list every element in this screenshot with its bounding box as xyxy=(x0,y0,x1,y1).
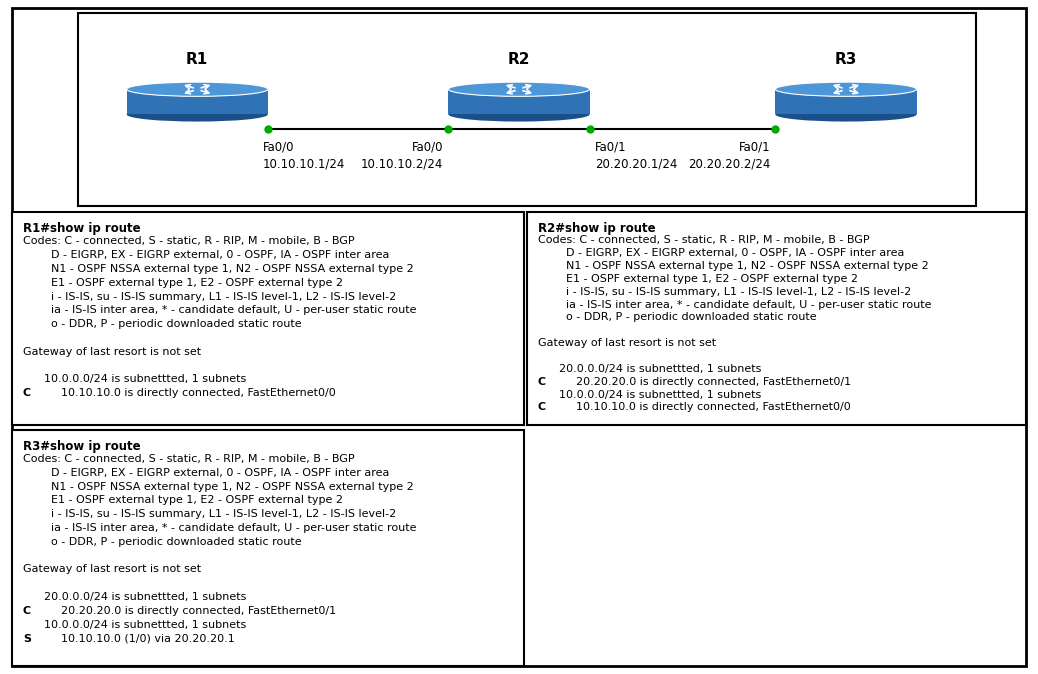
Text: E1 - OSPF external type 1, E2 - OSPF external type 2: E1 - OSPF external type 1, E2 - OSPF ext… xyxy=(23,495,343,506)
Text: Codes: C - connected, S - static, R - RIP, M - mobile, B - BGP: Codes: C - connected, S - static, R - RI… xyxy=(538,235,869,245)
Text: 20.20.20.0 is directly connected, FastEthernet0/1: 20.20.20.0 is directly connected, FastEt… xyxy=(548,377,851,387)
Text: D - EIGRP, EX - EIGRP external, 0 - OSPF, IA - OSPF inter area: D - EIGRP, EX - EIGRP external, 0 - OSPF… xyxy=(23,468,389,478)
Text: ia - IS-IS inter area, * - candidate default, U - per-user static route: ia - IS-IS inter area, * - candidate def… xyxy=(538,299,931,309)
Ellipse shape xyxy=(127,82,268,96)
Ellipse shape xyxy=(448,107,590,121)
Text: C: C xyxy=(23,388,31,398)
Text: 20.20.20.1/24: 20.20.20.1/24 xyxy=(595,157,677,170)
Text: o - DDR, P - periodic downloaded static route: o - DDR, P - periodic downloaded static … xyxy=(538,313,816,322)
Text: 10.10.10.2/24: 10.10.10.2/24 xyxy=(361,157,443,170)
Text: 20.20.20.2/24: 20.20.20.2/24 xyxy=(688,157,770,170)
Text: Fa0/1: Fa0/1 xyxy=(595,141,626,154)
Text: 10.0.0.0/24 is subnettted, 1 subnets: 10.0.0.0/24 is subnettted, 1 subnets xyxy=(538,390,761,400)
Text: i - IS-IS, su - IS-IS summary, L1 - IS-IS level-1, L2 - IS-IS level-2: i - IS-IS, su - IS-IS summary, L1 - IS-I… xyxy=(538,286,911,297)
Text: R3#show ip route: R3#show ip route xyxy=(23,440,140,453)
Text: C: C xyxy=(538,402,546,412)
Text: 10.0.0.0/24 is subnettted, 1 subnets: 10.0.0.0/24 is subnettted, 1 subnets xyxy=(23,620,246,630)
Text: 10.10.10.0 is directly connected, FastEthernet0/0: 10.10.10.0 is directly connected, FastEt… xyxy=(33,388,336,398)
Text: ia - IS-IS inter area, * - candidate default, U - per-user static route: ia - IS-IS inter area, * - candidate def… xyxy=(23,523,416,533)
Bar xyxy=(448,89,590,115)
Bar xyxy=(527,212,1026,425)
Text: 20.0.0.0/24 is subnettted, 1 subnets: 20.0.0.0/24 is subnettted, 1 subnets xyxy=(23,592,246,602)
Text: o - DDR, P - periodic downloaded static route: o - DDR, P - periodic downloaded static … xyxy=(23,537,301,547)
Bar xyxy=(127,89,268,115)
Bar xyxy=(775,89,917,115)
Text: ia - IS-IS inter area, * - candidate default, U - per-user static route: ia - IS-IS inter area, * - candidate def… xyxy=(23,305,416,315)
Text: Gateway of last resort is not set: Gateway of last resort is not set xyxy=(538,338,716,348)
Text: D - EIGRP, EX - EIGRP external, 0 - OSPF, IA - OSPF inter area: D - EIGRP, EX - EIGRP external, 0 - OSPF… xyxy=(23,250,389,260)
Bar xyxy=(12,430,524,666)
Text: R2: R2 xyxy=(508,51,530,67)
Text: i - IS-IS, su - IS-IS summary, L1 - IS-IS level-1, L2 - IS-IS level-2: i - IS-IS, su - IS-IS summary, L1 - IS-I… xyxy=(23,291,397,301)
Text: Gateway of last resort is not set: Gateway of last resort is not set xyxy=(23,565,201,574)
Bar xyxy=(78,13,976,206)
Ellipse shape xyxy=(448,82,590,96)
Text: R3: R3 xyxy=(835,51,857,67)
Text: N1 - OSPF NSSA external type 1, N2 - OSPF NSSA external type 2: N1 - OSPF NSSA external type 1, N2 - OSP… xyxy=(23,264,413,274)
Text: 20.20.20.0 is directly connected, FastEthernet0/1: 20.20.20.0 is directly connected, FastEt… xyxy=(33,606,336,616)
Text: R1: R1 xyxy=(186,51,209,67)
Text: i - IS-IS, su - IS-IS summary, L1 - IS-IS level-1, L2 - IS-IS level-2: i - IS-IS, su - IS-IS summary, L1 - IS-I… xyxy=(23,510,397,519)
Text: Fa0/1: Fa0/1 xyxy=(739,141,770,154)
Bar xyxy=(12,212,524,425)
Text: 10.10.10.1/24: 10.10.10.1/24 xyxy=(263,157,345,170)
Text: E1 - OSPF external type 1, E2 - OSPF external type 2: E1 - OSPF external type 1, E2 - OSPF ext… xyxy=(23,278,343,288)
Ellipse shape xyxy=(775,107,917,121)
Text: C: C xyxy=(23,606,31,616)
Text: 10.10.10.0 is directly connected, FastEthernet0/0: 10.10.10.0 is directly connected, FastEt… xyxy=(548,402,851,412)
Text: 10.10.10.0 (1/0) via 20.20.20.1: 10.10.10.0 (1/0) via 20.20.20.1 xyxy=(33,634,235,644)
Ellipse shape xyxy=(775,82,917,96)
Text: Gateway of last resort is not set: Gateway of last resort is not set xyxy=(23,346,201,357)
Text: R2#show ip route: R2#show ip route xyxy=(538,222,655,235)
Ellipse shape xyxy=(127,107,268,121)
Text: C: C xyxy=(538,377,546,387)
Text: 10.0.0.0/24 is subnettted, 1 subnets: 10.0.0.0/24 is subnettted, 1 subnets xyxy=(23,374,246,384)
Text: S: S xyxy=(23,634,31,644)
Text: Fa0/0: Fa0/0 xyxy=(412,141,443,154)
Text: Codes: C - connected, S - static, R - RIP, M - mobile, B - BGP: Codes: C - connected, S - static, R - RI… xyxy=(23,454,354,464)
Text: R1#show ip route: R1#show ip route xyxy=(23,222,140,235)
Text: N1 - OSPF NSSA external type 1, N2 - OSPF NSSA external type 2: N1 - OSPF NSSA external type 1, N2 - OSP… xyxy=(538,261,928,271)
Text: Codes: C - connected, S - static, R - RIP, M - mobile, B - BGP: Codes: C - connected, S - static, R - RI… xyxy=(23,236,354,246)
Text: o - DDR, P - periodic downloaded static route: o - DDR, P - periodic downloaded static … xyxy=(23,319,301,329)
Text: Fa0/0: Fa0/0 xyxy=(263,141,294,154)
Text: E1 - OSPF external type 1, E2 - OSPF external type 2: E1 - OSPF external type 1, E2 - OSPF ext… xyxy=(538,274,857,284)
Text: N1 - OSPF NSSA external type 1, N2 - OSPF NSSA external type 2: N1 - OSPF NSSA external type 1, N2 - OSP… xyxy=(23,481,413,491)
Text: D - EIGRP, EX - EIGRP external, 0 - OSPF, IA - OSPF inter area: D - EIGRP, EX - EIGRP external, 0 - OSPF… xyxy=(538,248,904,258)
Text: 20.0.0.0/24 is subnettted, 1 subnets: 20.0.0.0/24 is subnettted, 1 subnets xyxy=(538,364,761,374)
